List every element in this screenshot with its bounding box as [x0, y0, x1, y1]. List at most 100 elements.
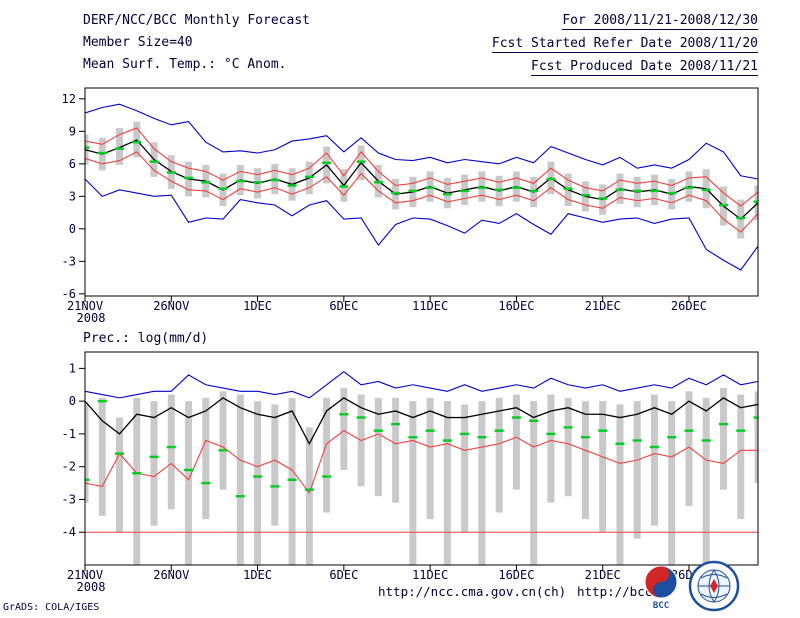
y-tick-label: -2	[62, 460, 76, 474]
median-dash	[580, 436, 590, 439]
spread-bar	[633, 401, 641, 539]
median-dash	[218, 449, 228, 452]
median-dash	[632, 189, 642, 193]
panel-0-median	[85, 140, 758, 220]
spread-bar	[530, 401, 538, 565]
median-dash	[460, 432, 470, 436]
x-tick-label: 26DEC	[671, 299, 707, 313]
median-dash	[166, 171, 176, 174]
x-tick-label: 21NOV	[67, 568, 103, 582]
median-dash	[270, 485, 280, 488]
median-dash	[684, 186, 694, 189]
median-dash	[339, 413, 349, 416]
spread-bar	[702, 397, 710, 565]
bcc-logo: BCC	[644, 565, 678, 610]
median-dash	[184, 176, 194, 180]
spread-bar	[719, 388, 727, 490]
median-dash	[184, 468, 194, 472]
median-dash	[684, 429, 694, 432]
spread-bar	[737, 394, 745, 520]
x-tick-label: 26NOV	[153, 568, 189, 582]
panel-0-ensemble-min	[85, 178, 758, 271]
median-dash	[218, 187, 228, 190]
x-tick-sublabel: 2008	[77, 311, 106, 325]
median-dash	[632, 439, 642, 442]
median-dash	[649, 189, 659, 193]
chart-title: DERF/NCC/BCC Monthly Forecast	[83, 13, 310, 28]
spread-bar	[650, 394, 658, 526]
median-dash	[322, 161, 332, 164]
y-tick-label: -3	[62, 254, 76, 268]
median-dash	[580, 194, 590, 197]
panel-0-ensemble-mean	[85, 139, 758, 220]
median-dash	[529, 419, 539, 423]
median-dash	[425, 186, 435, 189]
median-dash	[425, 429, 435, 432]
median-dash	[201, 481, 211, 485]
median-dash	[97, 399, 107, 403]
spread-bar	[133, 397, 141, 565]
spread-bar	[564, 397, 572, 497]
median-dash	[701, 439, 711, 442]
panel-1-median	[85, 399, 758, 498]
x-tick-label: 26NOV	[153, 299, 189, 313]
y-tick-label: 3	[69, 189, 76, 203]
spread-bar	[236, 394, 244, 565]
median-dash	[477, 436, 487, 439]
ncc-url: http://ncc.cma.gov.cn(ch)	[378, 584, 567, 599]
panel-1-frame	[84, 351, 759, 566]
median-dash	[287, 184, 297, 187]
spread-bar	[754, 391, 758, 484]
grads-credit: GrADS: COLA/IGES	[3, 602, 100, 613]
median-dash	[460, 189, 470, 193]
median-dash	[132, 140, 142, 144]
x-tick-label: 1DEC	[243, 299, 272, 313]
median-dash	[132, 472, 142, 475]
spread-bar	[495, 397, 503, 513]
bcc-logo-ring	[644, 565, 678, 599]
median-dash	[149, 160, 159, 163]
x-tick-label: 11DEC	[412, 299, 448, 313]
median-dash	[598, 197, 608, 200]
spread-bar	[478, 401, 486, 565]
y-tick-label: 0	[69, 394, 76, 408]
median-dash	[718, 203, 728, 207]
median-dash	[494, 429, 504, 432]
temp-panel-title: Mean Surf. Temp.: °C Anom.	[83, 57, 287, 72]
median-dash	[304, 175, 314, 179]
median-dash	[322, 475, 332, 478]
median-dash	[201, 181, 211, 184]
spread-bar	[426, 397, 434, 520]
x-tick-label: 6DEC	[329, 568, 358, 582]
y-tick-label: 6	[69, 157, 76, 171]
spread-bar	[202, 397, 210, 520]
x-tick-label: 21NOV	[67, 299, 103, 313]
median-dash	[166, 445, 176, 449]
median-dash	[494, 188, 504, 192]
spread-bar	[340, 388, 348, 470]
panel-0-frame	[84, 87, 759, 297]
median-dash	[753, 416, 758, 419]
median-dash	[373, 181, 383, 184]
spread-bar	[668, 401, 676, 565]
median-dash	[598, 429, 608, 432]
median-dash	[736, 429, 746, 432]
bcc-logo-label: BCC	[653, 601, 669, 610]
x-tick-label: 6DEC	[329, 299, 358, 313]
median-dash	[97, 151, 107, 155]
spread-bar	[443, 401, 451, 565]
spread-bar	[409, 401, 417, 565]
spread-bar	[323, 397, 331, 513]
median-dash	[373, 429, 383, 432]
spread-bar	[288, 397, 296, 565]
median-dash	[667, 191, 677, 195]
spread-bar	[547, 394, 555, 503]
bcc-url: http://bcc.c	[577, 584, 668, 599]
median-dash	[270, 178, 280, 182]
median-dash	[115, 147, 125, 150]
spread-bar	[85, 404, 89, 503]
spread-bar	[167, 394, 175, 510]
ncc-cma-logo	[688, 560, 740, 612]
median-dash	[563, 187, 573, 190]
median-dash	[391, 191, 401, 195]
